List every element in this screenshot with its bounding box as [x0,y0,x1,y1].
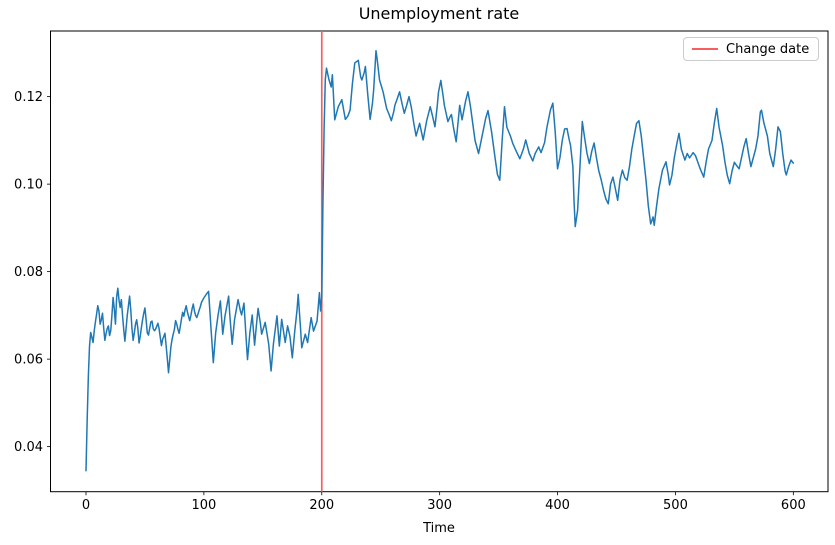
x-tick-label: 500 [663,498,688,513]
y-tick-label: 0.06 [14,353,43,368]
chart-title: Unemployment rate [358,4,520,23]
y-tick-label: 0.08 [14,265,43,280]
unemployment-rate-line [85,49,795,472]
y-tick-label: 0.04 [14,440,43,455]
x-tick-label: 400 [545,498,570,513]
legend-item-label: Change date [726,41,810,57]
legend-line-sample [692,48,718,50]
x-tick-label: 100 [191,498,216,513]
x-tick-label: 0 [82,498,90,513]
y-tick-label: 0.12 [14,90,43,105]
x-axis-label: Time [423,521,455,536]
legend: Change date [683,37,820,61]
x-tick-label: 200 [309,498,334,513]
axes-frame [50,30,829,493]
y-tick-label: 0.10 [14,178,43,193]
x-tick-label: 600 [781,498,806,513]
x-tick-label: 300 [427,498,452,513]
